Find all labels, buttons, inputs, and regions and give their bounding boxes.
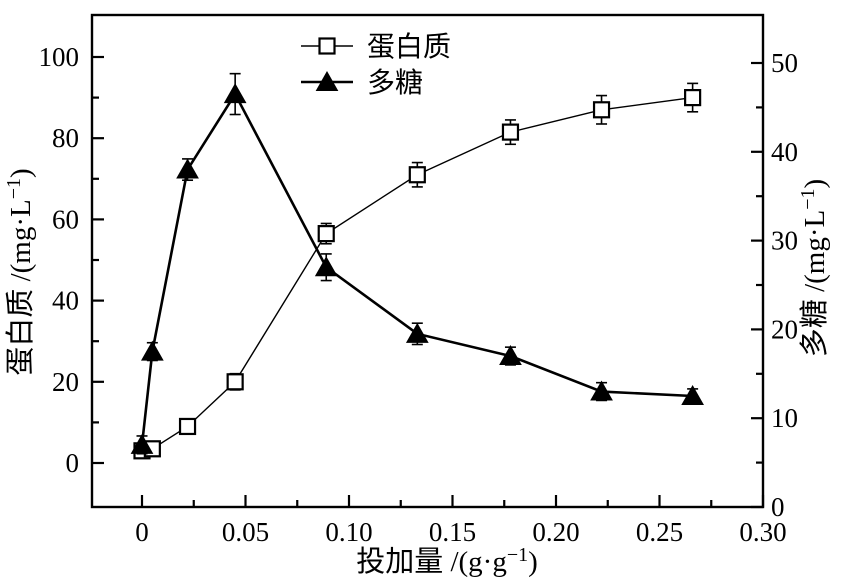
x-tick-label: 0: [135, 517, 149, 547]
polysaccharide-filled-triangle-marker: [314, 256, 338, 277]
protein-open-square-marker: [592, 101, 611, 119]
x-tick-label: 0.10: [325, 517, 372, 547]
right-tick-label: 20: [771, 314, 798, 344]
right-tick-label: 0: [771, 492, 785, 522]
tick-labels: 0 0.05 0.10 0.15 0.20 0.25 0.30020406080100010…: [39, 42, 799, 547]
right-y-axis-title: 多糖 /(mg·L−1): [797, 179, 831, 357]
polysaccharide-filled-triangle-marker: [130, 433, 154, 454]
protein-series: [133, 82, 702, 460]
left-tick-label: 80: [52, 123, 79, 153]
x-tick-label: 0.30: [739, 517, 786, 547]
left-tick-label: 40: [52, 286, 79, 316]
legend-label: 蛋白质: [367, 31, 451, 63]
polysaccharide-filled-triangle-marker: [681, 384, 704, 405]
x-tick-label: 0.25: [636, 517, 683, 547]
x-axis: [140, 495, 765, 507]
left-tick-label: 100: [39, 42, 80, 72]
right-tick-label: 40: [771, 137, 798, 167]
legend-item-polysaccharide: 多糖: [301, 67, 423, 99]
axes: [90, 13, 765, 509]
polysaccharide-markers: [130, 83, 704, 454]
polysaccharide-filled-triangle-marker: [590, 380, 613, 401]
protein-open-square-marker: [317, 225, 335, 243]
protein-open-square-marker: [226, 373, 244, 391]
left-tick-label: 0: [66, 448, 80, 478]
left-tick-label: 20: [52, 367, 79, 397]
legend-label: 多糖: [367, 67, 423, 99]
protein-open-square-marker: [178, 417, 197, 436]
polysaccharide-filled-triangle-marker: [140, 340, 164, 361]
polysaccharide-filled-triangle-marker: [405, 322, 429, 343]
protein-open-square-marker: [408, 166, 426, 184]
right-tick-label: 50: [771, 48, 798, 78]
x-tick-label: 0.20: [532, 517, 579, 547]
left-y-axis-title: 蛋白质 /(mg·L−1): [3, 168, 37, 375]
legend-item-protein: 蛋白质: [301, 31, 451, 63]
right-y-axis: [751, 61, 763, 509]
x-axis-title: 投加量 /(g·g−1): [356, 544, 538, 578]
left-tick-label: 60: [52, 204, 79, 234]
right-tick-label: 30: [771, 226, 798, 256]
legend-protein-open-square-marker: [318, 37, 336, 55]
protein-open-square-marker: [501, 123, 520, 141]
polysaccharide-filled-triangle-marker: [499, 345, 522, 366]
polysaccharide-series: [130, 72, 704, 455]
x-tick-label: 0.15: [429, 517, 476, 547]
polysaccharide-filled-triangle-marker: [223, 83, 247, 104]
right-tick-label: 10: [771, 403, 798, 433]
left-y-axis: [92, 55, 104, 465]
polysaccharide-filled-triangle-marker: [176, 158, 199, 179]
protein-open-square-marker: [684, 88, 702, 107]
legend-polysaccharide-filled-triangle-marker: [315, 70, 339, 91]
x-tick-label: 0.05: [222, 517, 269, 547]
